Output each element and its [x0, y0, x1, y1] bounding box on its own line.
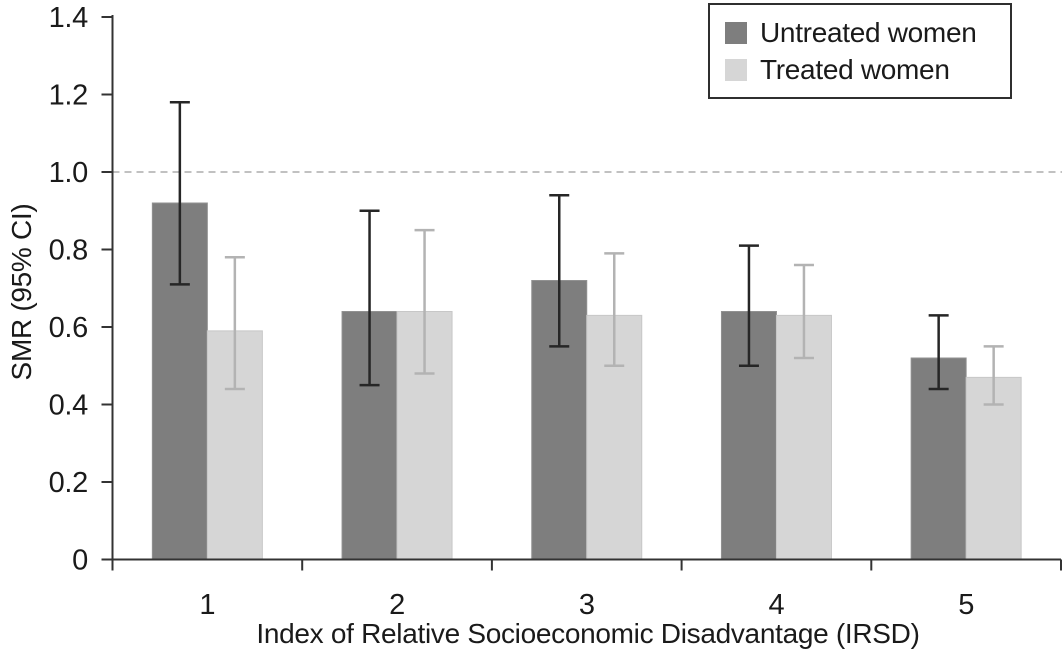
- error-bar-treated-2: [414, 228, 435, 375]
- error-bar-treated-4: [793, 263, 814, 360]
- error-bar-untreated-5: [928, 314, 949, 391]
- legend-label-treated: Treated women: [760, 53, 950, 85]
- bar-treated-5: [965, 376, 1022, 560]
- legend-entry-untreated: Untreated women: [725, 16, 1010, 48]
- y-tick-label-1.2: 1.2: [49, 80, 88, 112]
- y-axis-title: SMR (95% CI): [6, 203, 37, 381]
- legend-swatch-untreated-icon: [725, 21, 747, 44]
- y-tick-label-0.2: 0.2: [49, 467, 88, 499]
- error-bar-untreated-1: [169, 101, 190, 286]
- y-tick-label-0.8: 0.8: [49, 235, 88, 267]
- y-tick-label-1.4: 1.4: [49, 2, 89, 34]
- error-bar-untreated-2: [359, 209, 380, 387]
- legend-swatch-treated-icon: [725, 58, 747, 81]
- x-tick-label-4: 4: [769, 589, 785, 621]
- y-tick-label-0: 0: [72, 545, 88, 577]
- y-tick-label-1.0: 1.0: [49, 157, 88, 189]
- error-bar-treated-5: [983, 345, 1004, 406]
- legend: Untreated women Treated women: [708, 3, 1012, 99]
- y-tick-label-0.4: 0.4: [49, 390, 89, 422]
- error-bar-untreated-4: [738, 244, 759, 367]
- error-bar-untreated-3: [549, 194, 570, 348]
- x-tick-label-3: 3: [579, 589, 595, 621]
- legend-label-untreated: Untreated women: [760, 16, 977, 48]
- x-axis-title: Index of Relative Socioeconomic Disadvan…: [256, 618, 920, 649]
- x-tick-label-1: 1: [199, 589, 215, 621]
- x-tick-label-2: 2: [389, 589, 405, 621]
- x-tick-label-5: 5: [958, 589, 974, 621]
- y-tick-label-0.6: 0.6: [49, 312, 88, 344]
- legend-entry-treated: Treated women: [725, 53, 1010, 85]
- error-bar-treated-1: [224, 256, 245, 391]
- error-bar-treated-3: [604, 252, 625, 367]
